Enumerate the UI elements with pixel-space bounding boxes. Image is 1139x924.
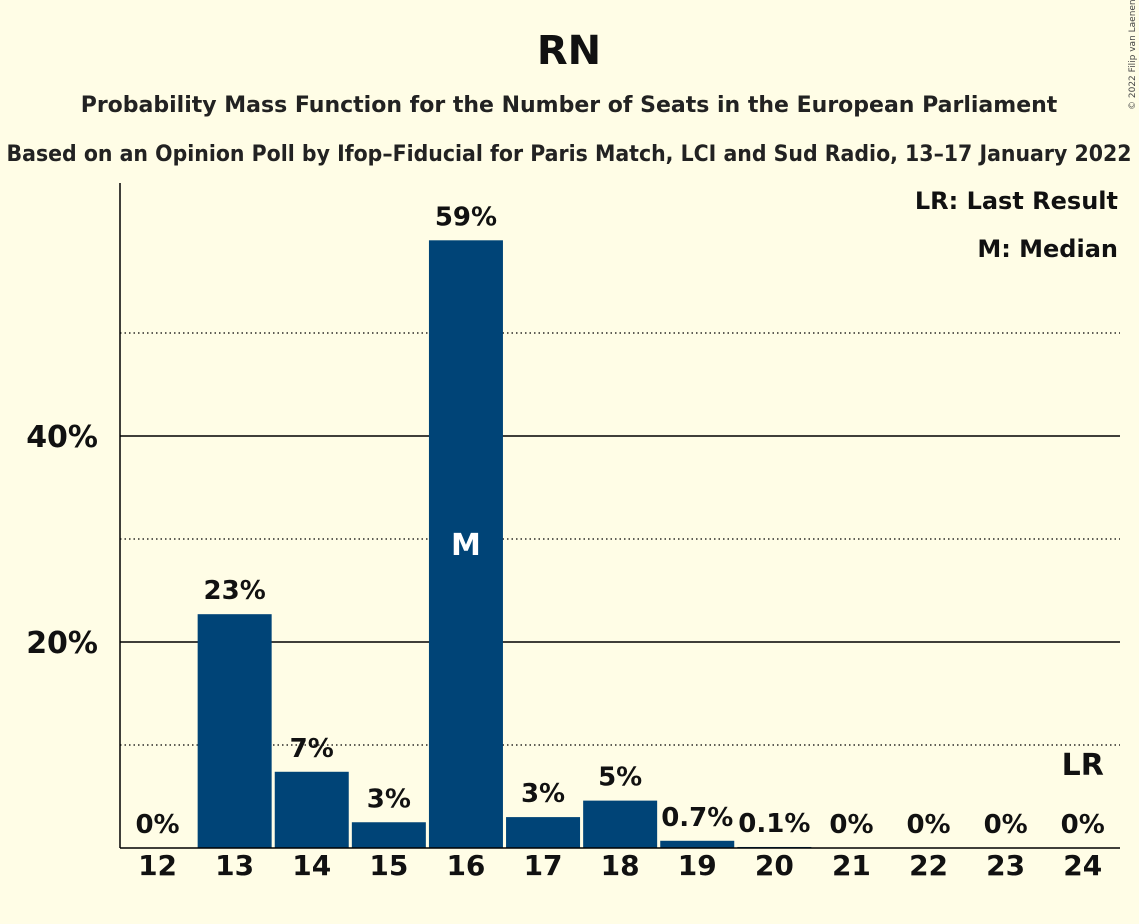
data-label: 23% bbox=[204, 576, 266, 606]
x-tick-label: 22 bbox=[909, 849, 948, 882]
bar bbox=[274, 771, 349, 848]
y-tick-label: 20% bbox=[26, 626, 98, 661]
data-label: 0% bbox=[984, 810, 1028, 840]
bar bbox=[660, 840, 735, 848]
data-label: 0.1% bbox=[738, 809, 810, 839]
x-tick-label: 13 bbox=[215, 849, 254, 882]
legend: LR: Last Result M: Median bbox=[915, 187, 1118, 263]
bars bbox=[197, 240, 812, 849]
data-label: 3% bbox=[367, 784, 411, 814]
data-label: 59% bbox=[435, 202, 497, 232]
y-axis-ticks: 20% 40% bbox=[26, 420, 98, 661]
x-tick-label: 18 bbox=[601, 849, 640, 882]
x-tick-label: 23 bbox=[986, 849, 1025, 882]
x-tick-label: 21 bbox=[832, 849, 871, 882]
data-label: 5% bbox=[598, 763, 642, 793]
x-tick-label: 17 bbox=[524, 849, 563, 882]
x-tick-label: 15 bbox=[369, 849, 408, 882]
last-result-marker: LR bbox=[1062, 748, 1104, 783]
data-label: 0% bbox=[906, 810, 950, 840]
chart-title: RN bbox=[537, 28, 601, 74]
x-tick-label: 24 bbox=[1063, 849, 1102, 882]
x-tick-label: 19 bbox=[678, 849, 717, 882]
y-tick-label: 40% bbox=[26, 420, 98, 455]
bar bbox=[351, 822, 426, 848]
copyright-notice: © 2022 Filip van Laenen bbox=[1128, 0, 1138, 110]
data-label: 0% bbox=[135, 810, 179, 840]
data-labels: 0% 23% 7% 3% 59% M 3% 5% 0.7% 0.1% 0% 0% 0% 0% LR bbox=[135, 202, 1104, 840]
chart-subtitle: Probability Mass Function for the Number… bbox=[81, 93, 1058, 118]
bar bbox=[583, 800, 658, 848]
data-label: 7% bbox=[290, 734, 334, 764]
bar bbox=[197, 614, 272, 848]
grid-lines bbox=[120, 332, 1120, 746]
data-label: 0% bbox=[1061, 810, 1105, 840]
x-tick-label: 20 bbox=[755, 849, 794, 882]
x-tick-label: 16 bbox=[446, 849, 485, 882]
bar bbox=[428, 240, 503, 849]
data-label: 0% bbox=[829, 810, 873, 840]
x-tick-label: 14 bbox=[292, 849, 331, 882]
legend-median: M: Median bbox=[977, 235, 1118, 263]
x-tick-label: 12 bbox=[138, 849, 177, 882]
chart-source-line: Based on an Opinion Poll by Ifop–Fiducia… bbox=[7, 142, 1132, 167]
bar bbox=[506, 817, 581, 848]
median-marker: M bbox=[451, 528, 481, 563]
data-label: 0.7% bbox=[661, 803, 733, 833]
legend-last-result: LR: Last Result bbox=[915, 187, 1118, 215]
x-axis-ticks: 12 13 14 15 16 17 18 19 20 21 22 23 24 bbox=[138, 849, 1102, 882]
data-label: 3% bbox=[521, 779, 565, 809]
